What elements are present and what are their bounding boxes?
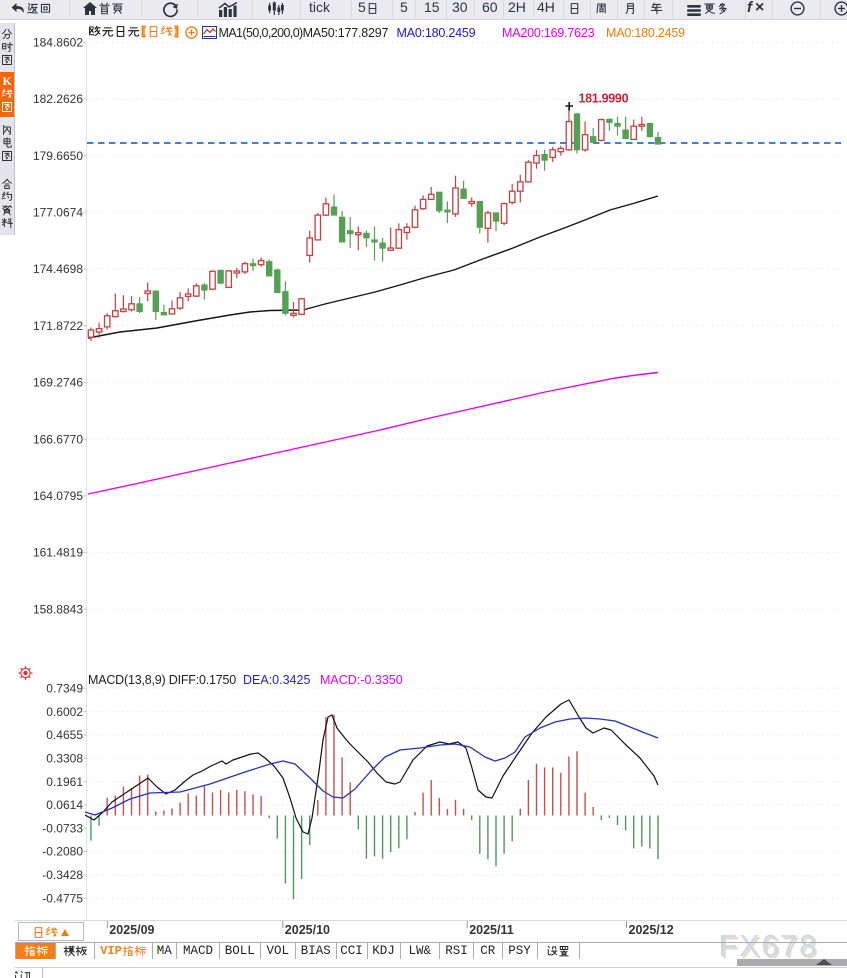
svg-text:2025/12: 2025/12: [629, 923, 674, 937]
svg-text:174.4698: 174.4698: [33, 262, 83, 276]
svg-text:0.1961: 0.1961: [46, 775, 83, 789]
svg-text:-0.4775: -0.4775: [42, 891, 83, 905]
svg-text:169.2746: 169.2746: [33, 376, 83, 390]
svg-text:0.7349: 0.7349: [46, 682, 83, 696]
svg-text:158.8843: 158.8843: [33, 602, 83, 616]
svg-text:DEA:0.3425: DEA:0.3425: [243, 673, 310, 687]
svg-text:-0.0733: -0.0733: [42, 821, 83, 835]
svg-text:179.6650: 179.6650: [33, 149, 83, 163]
svg-text:2025/11: 2025/11: [469, 923, 514, 937]
svg-text:182.2626: 182.2626: [33, 92, 83, 106]
svg-text:FX678: FX678: [719, 928, 818, 963]
svg-text:181.9990: 181.9990: [579, 92, 629, 106]
svg-text:0.4655: 0.4655: [46, 728, 83, 742]
svg-text:177.0674: 177.0674: [33, 206, 83, 220]
svg-text:2025/09: 2025/09: [109, 923, 154, 937]
svg-text:2025/10: 2025/10: [285, 923, 330, 937]
svg-text:171.8722: 171.8722: [33, 319, 83, 333]
svg-text:166.6770: 166.6770: [33, 432, 83, 446]
svg-text:0.3308: 0.3308: [46, 752, 83, 766]
svg-text:-0.2080: -0.2080: [42, 845, 83, 859]
svg-text:164.0795: 164.0795: [33, 489, 83, 503]
svg-text:0.0614: 0.0614: [46, 798, 83, 812]
svg-text:MACD(13,8,9) DIFF:0.1750: MACD(13,8,9) DIFF:0.1750: [88, 673, 236, 687]
svg-text:0.6002: 0.6002: [46, 705, 83, 719]
svg-text:161.4819: 161.4819: [33, 546, 83, 560]
svg-text:-0.3428: -0.3428: [42, 868, 83, 882]
svg-text:MACD:-0.3350: MACD:-0.3350: [320, 673, 403, 687]
svg-text:184.8602: 184.8602: [33, 35, 83, 49]
